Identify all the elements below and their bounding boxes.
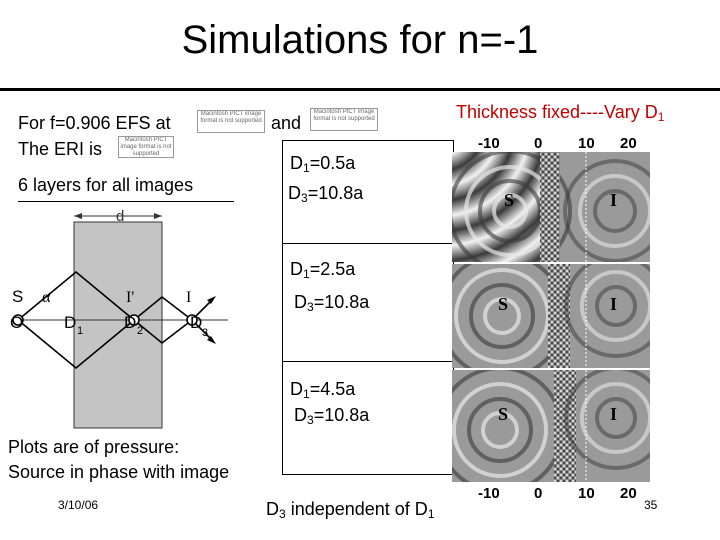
intro-line-2: The ERI is — [18, 139, 103, 159]
panel3-d1: D1=4.5a — [290, 379, 356, 401]
panel2-d3: D3=10.8a — [294, 292, 370, 314]
plots-note-line-1: Plots are of pressure: — [8, 437, 180, 457]
label-d1-sub: 1 — [77, 325, 83, 337]
label-d3: D — [190, 313, 202, 332]
label-i: I — [186, 289, 191, 306]
label-o: O — [10, 313, 23, 332]
axis-tick-bottom: -10 — [478, 485, 500, 502]
panel2-d1: D1=2.5a — [290, 259, 356, 281]
source-label: S — [498, 404, 508, 424]
arrow-head — [207, 296, 216, 304]
source-point — [12, 314, 24, 326]
panel1-d3: D3=10.8a — [288, 183, 364, 205]
pressure-panel-1 — [452, 152, 650, 262]
label-d1: D — [64, 313, 76, 332]
unsupported-image-placeholder: Macintosh PICT image format is not suppo… — [310, 108, 378, 131]
divider — [18, 201, 234, 202]
label-alpha: α — [42, 289, 51, 306]
label-s: S — [12, 287, 23, 306]
axis-tick-bottom: 0 — [534, 485, 542, 502]
axis-tick-top: 0 — [534, 135, 542, 152]
label-d2-sub: 2 — [137, 325, 143, 337]
axis-tick-top: -10 — [478, 135, 500, 152]
thickness-heading: Thickness fixed----Vary D1 — [456, 102, 665, 124]
axis-tick-bottom: 20 — [620, 485, 637, 502]
axis-tick-bottom: 10 — [578, 485, 595, 502]
unsupported-image-placeholder: Macintosh PICT image format is not suppo… — [118, 136, 174, 158]
params-box-1 — [282, 140, 454, 244]
source-label: S — [504, 190, 514, 210]
intro-line-1: For f=0.906 EFS at — [18, 113, 171, 133]
slide-title: Simulations for n=-1 — [181, 18, 539, 62]
params-box-2 — [282, 243, 454, 362]
label-d3-sub: 3 — [202, 327, 208, 339]
lens-slab — [73, 221, 163, 429]
axis-tick-top: 20 — [620, 135, 637, 152]
arrow-head-left — [74, 213, 82, 219]
internal-focus-point — [128, 314, 140, 326]
thickness-label: d — [116, 208, 124, 225]
image-point — [186, 314, 198, 326]
pressure-panel-3 — [452, 370, 650, 482]
pressure-field-figure: -10 0 10 20 S I S I — [452, 135, 650, 502]
conclusion: D3 independent of D1 — [266, 499, 435, 521]
label-d2: D — [124, 313, 136, 332]
label-i-prime: I' — [126, 289, 134, 306]
panel1-d1: D1=0.5a — [290, 153, 356, 175]
image-label: I — [610, 294, 617, 314]
arrow-head — [207, 336, 216, 344]
slide-date: 3/10/06 — [58, 498, 99, 512]
panel3-d3: D3=10.8a — [294, 405, 370, 427]
plots-note-line-2: Source in phase with image — [8, 462, 230, 482]
arrow-head-right — [154, 213, 162, 219]
title-divider — [0, 88, 720, 91]
intro-and: and — [271, 113, 302, 133]
source-label: S — [498, 294, 508, 314]
image-label: I — [610, 190, 617, 210]
page-number: 35 — [644, 498, 658, 512]
params-box-3 — [282, 361, 454, 475]
layers-note: 6 layers for all images — [18, 175, 194, 195]
pressure-panel-2 — [452, 264, 650, 368]
ray-diagram: d S α O I' I D 1 D 2 D 3 — [10, 208, 228, 429]
image-label: I — [610, 404, 617, 424]
unsupported-image-placeholder: Macintosh PICT image format is not suppo… — [197, 110, 265, 133]
axis-tick-top: 10 — [578, 135, 595, 152]
